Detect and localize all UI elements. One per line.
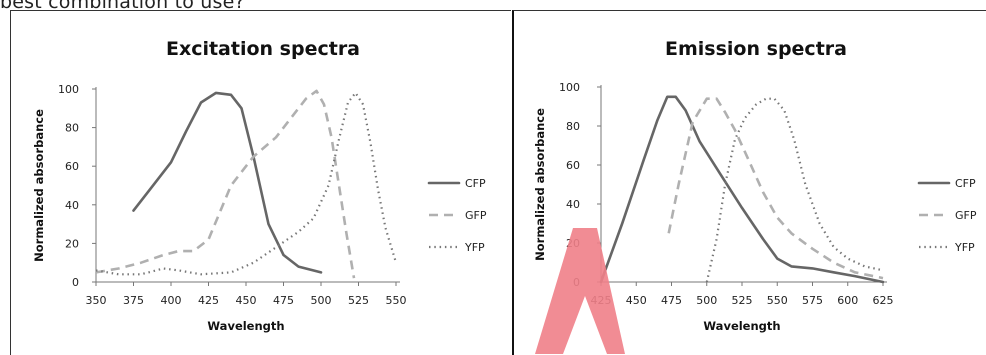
x-tick-label: 525 [348,294,369,307]
watermark-shape [535,228,625,354]
legend-label-gfp: GFP [955,209,977,222]
series-line-yfp [705,97,884,283]
x-tick-label: 425 [198,294,219,307]
x-tick-label: 350 [86,294,107,307]
x-tick-label: 575 [802,294,823,307]
y-axis-label: Normalized absorbance [32,109,46,262]
x-axis-label: Wavelength [703,319,780,333]
x-tick-label: 525 [732,294,753,307]
series-line-cfp [599,95,885,284]
series-line-gfp [95,89,356,279]
legend-label-gfp: GFP [465,209,487,222]
x-axis-label: Wavelength [207,319,284,333]
chart-title: Excitation spectra [166,38,360,60]
y-axis-label: Normalized absorbance [533,108,547,261]
y-tick-label: 0 [72,276,79,289]
legend-label-yfp: YFP [464,241,485,254]
series-line-yfp [95,91,398,276]
y-tick-label: 20 [65,237,79,250]
x-tick-label: 400 [161,294,182,307]
excitation-chart-panel: Excitation spectra 0 20 40 60 80 100 350 375 400 4… [10,10,511,355]
x-tick-label: 550 [767,294,788,307]
x-tick-label: 600 [837,294,858,307]
x-tick-label: 500 [311,294,332,307]
legend-label-cfp: CFP [465,177,486,190]
x-tick-label: 450 [236,294,257,307]
x-tick-label: 375 [123,294,144,307]
header-question: best combination to use? [0,0,245,13]
watermark-logo [535,228,625,354]
chart-title: Emission spectra [665,38,847,60]
x-tick-label: 475 [661,294,682,307]
series-line-cfp [132,91,323,274]
x-tick-label: 500 [696,294,717,307]
y-tick-label: 40 [65,199,79,212]
y-tick-label: 80 [566,120,580,133]
y-tick-label: 100 [58,83,79,96]
excitation-chart: Excitation spectra 0 20 40 60 80 100 350 375 400 4… [32,38,487,333]
x-tick-label: 550 [386,294,407,307]
y-tick-label: 60 [65,160,79,173]
x-tick-label: 625 [873,294,894,307]
emission-chart: Emission spectra020406080100425450475500… [533,38,977,333]
series-line-gfp [667,97,884,280]
y-tick-label: 40 [566,198,580,211]
y-tick-label: 60 [566,159,580,172]
y-tick-label: 80 [65,122,79,135]
y-tick-label: 100 [559,81,580,94]
x-tick-label: 475 [273,294,294,307]
x-tick-label: 450 [626,294,647,307]
legend-label-cfp: CFP [955,177,976,190]
legend-label-yfp: YFP [954,241,975,254]
